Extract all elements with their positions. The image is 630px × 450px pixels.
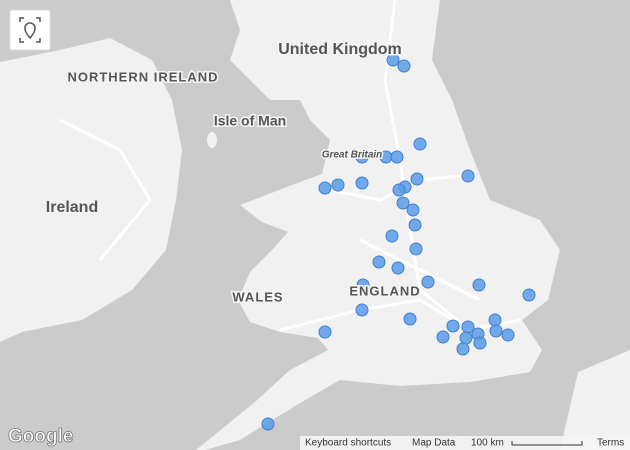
marker[interactable] xyxy=(372,255,386,269)
marker[interactable] xyxy=(261,417,275,431)
marker[interactable] xyxy=(501,328,515,342)
logo: Google xyxy=(8,426,73,447)
marker[interactable] xyxy=(488,313,502,327)
marker[interactable] xyxy=(421,275,435,289)
marker[interactable] xyxy=(410,172,424,186)
isle-of-man-land xyxy=(207,132,217,148)
scale-label: 100 km xyxy=(471,438,504,449)
scale-bar xyxy=(511,441,583,446)
marker[interactable] xyxy=(396,196,410,210)
marker[interactable] xyxy=(385,229,399,243)
footer-link[interactable]: Keyboard shortcuts xyxy=(305,438,391,449)
marker[interactable] xyxy=(403,312,417,326)
footer-link[interactable]: Terms xyxy=(597,438,624,449)
marker[interactable] xyxy=(392,183,406,197)
footer-bar xyxy=(300,436,630,450)
marker[interactable] xyxy=(436,330,450,344)
button-background[interactable] xyxy=(9,9,51,51)
marker[interactable] xyxy=(391,261,405,275)
island-label: Isle of Man xyxy=(214,113,286,129)
ireland-land xyxy=(0,38,182,342)
marker[interactable] xyxy=(446,319,460,333)
marker[interactable] xyxy=(472,278,486,292)
region-label: NORTHERN IRELAND xyxy=(67,69,218,84)
marker[interactable] xyxy=(355,176,369,190)
locate-button[interactable] xyxy=(9,9,51,51)
marker[interactable] xyxy=(318,181,332,195)
region-label: WALES xyxy=(232,289,283,304)
country-label: Ireland xyxy=(46,199,98,216)
france-land xyxy=(560,350,630,450)
marker[interactable] xyxy=(473,336,487,350)
country-label: United Kingdom xyxy=(278,41,402,58)
marker[interactable] xyxy=(408,218,422,232)
region-label: ENGLAND xyxy=(349,283,420,298)
icon-pin xyxy=(24,22,36,40)
marker[interactable] xyxy=(331,178,345,192)
marker[interactable] xyxy=(522,288,536,302)
icon-frame xyxy=(19,17,41,43)
markers xyxy=(261,53,536,431)
marker[interactable] xyxy=(318,325,332,339)
island-label: Great Britain xyxy=(322,150,383,161)
marker[interactable] xyxy=(406,203,420,217)
marker[interactable] xyxy=(355,150,369,164)
footer-link[interactable]: Map Data xyxy=(412,438,456,449)
marker[interactable] xyxy=(459,331,473,345)
marker[interactable] xyxy=(489,324,503,338)
marker[interactable] xyxy=(397,59,411,73)
marker[interactable] xyxy=(409,242,423,256)
marker[interactable] xyxy=(456,342,470,356)
marker[interactable] xyxy=(355,303,369,317)
marker[interactable] xyxy=(390,150,404,164)
marker[interactable] xyxy=(461,169,475,183)
marker[interactable] xyxy=(356,278,370,292)
marker[interactable] xyxy=(386,53,400,67)
marker[interactable] xyxy=(413,137,427,151)
